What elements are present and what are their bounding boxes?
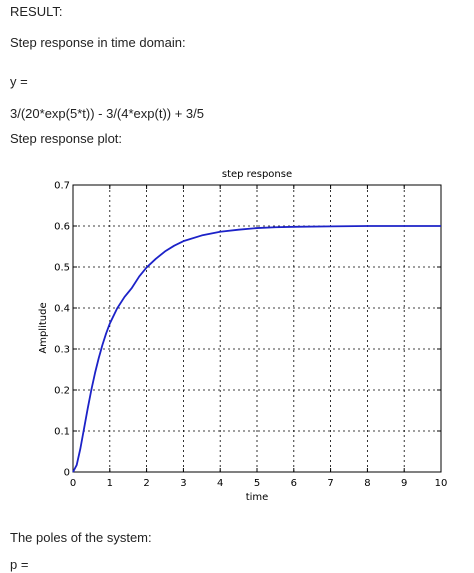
poles-label: The poles of the system: — [10, 530, 152, 545]
x-axis-label: time — [246, 492, 269, 503]
x-tick-label: 2 — [143, 478, 149, 489]
y-tick-label: 0.6 — [54, 222, 70, 233]
plot-label: Step response plot: — [10, 131, 123, 146]
y-tick-label: 0.7 — [54, 181, 70, 192]
y-tick-label: 0.1 — [54, 427, 70, 438]
x-tick-label: 3 — [180, 478, 186, 489]
chart-title: step response — [222, 169, 292, 180]
x-tick-label: 10 — [435, 478, 448, 489]
series-line — [72, 225, 441, 473]
p-equals-label: p = — [10, 557, 29, 572]
x-tick-label: 9 — [401, 478, 407, 489]
axis-ticks — [72, 184, 442, 473]
y-tick-label: 0.2 — [54, 386, 70, 397]
step-response-chart: 0 1 2 3 4 5 6 7 8 9 10 0 0.1 0.2 0.3 0.4 0.5 0.6 0.7 step… — [38, 169, 448, 503]
y-tick-labels: 0 0.1 0.2 0.3 0.4 0.5 0.6 0.7 — [54, 181, 70, 479]
y-equals-label: y = — [10, 74, 28, 89]
y-tick-label: 0.3 — [54, 345, 70, 356]
x-tick-label: 1 — [107, 478, 113, 489]
x-tick-label: 4 — [217, 478, 223, 489]
y-tick-label: 0.5 — [54, 263, 70, 274]
time-domain-label: Step response in time domain: — [10, 35, 186, 50]
result-heading: RESULT: — [10, 4, 63, 19]
y-tick-label: 0 — [64, 468, 70, 479]
x-tick-label: 0 — [70, 478, 76, 489]
x-tick-label: 5 — [254, 478, 260, 489]
x-tick-label: 8 — [364, 478, 370, 489]
y-axis-label: Amplitude — [38, 302, 49, 353]
step-response-expression: 3/(20*exp(5*t)) - 3/(4*exp(t)) + 3/5 — [10, 106, 204, 121]
x-tick-label: 7 — [327, 478, 333, 489]
y-tick-label: 0.4 — [54, 304, 70, 315]
x-tick-label: 6 — [291, 478, 297, 489]
x-tick-labels: 0 1 2 3 4 5 6 7 8 9 10 — [70, 478, 448, 489]
